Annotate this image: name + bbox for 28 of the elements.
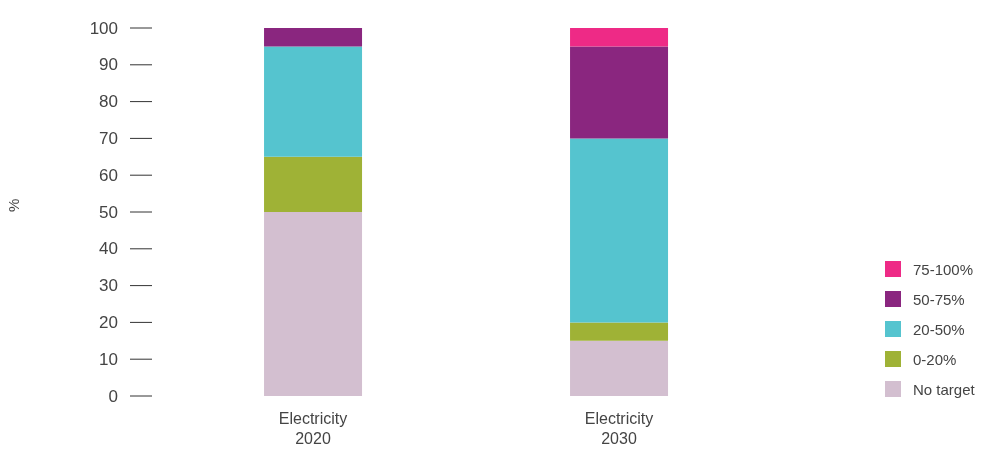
legend-label: 75-100% [913, 260, 974, 278]
bar [570, 322, 669, 341]
y-tick-label: 50 [99, 202, 118, 222]
bar [264, 212, 363, 396]
legend-label: 50-75% [913, 290, 965, 308]
y-tick-label: 30 [99, 276, 118, 296]
legend-label: 20-50% [913, 320, 965, 338]
bar [570, 46, 669, 139]
x-tick-label: Electricity 2020 [278, 410, 348, 448]
y-tick-label: 20 [99, 312, 118, 332]
y-tick-label: 90 [99, 55, 118, 75]
y-tick-label: 40 [99, 239, 118, 259]
bar [264, 28, 363, 47]
bar [570, 340, 669, 396]
x-tick-label: Electricity 2030 [584, 410, 654, 448]
legend-label: No target [913, 380, 975, 398]
y-tick-label: 10 [99, 349, 118, 369]
y-axis-title: % [5, 198, 23, 212]
legend-label: 0-20% [913, 350, 957, 368]
y-tick-label: 100 [89, 18, 118, 38]
y-tick-label: 0 [108, 386, 118, 406]
y-tick-label: 80 [99, 92, 118, 112]
y-tick-label: 70 [99, 128, 118, 148]
y-tick-label: 60 [99, 165, 118, 185]
bar [570, 28, 669, 47]
bar [264, 156, 363, 212]
bar [264, 46, 363, 157]
bar [570, 138, 669, 323]
